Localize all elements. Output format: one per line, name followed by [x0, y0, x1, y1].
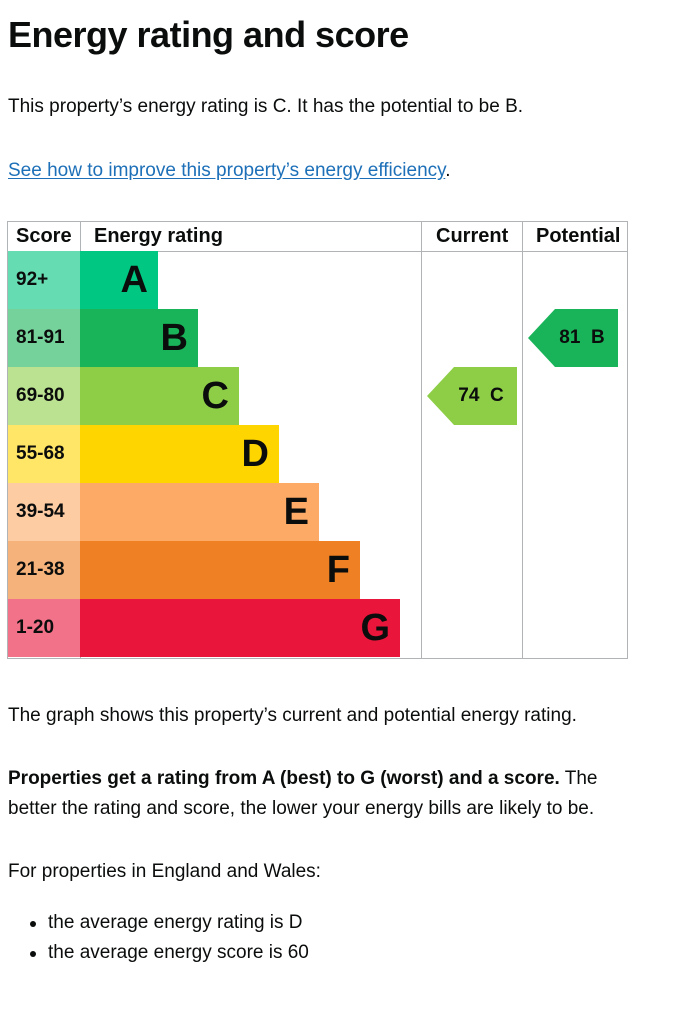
rating-bar-d: D: [80, 425, 279, 483]
score-range-g: 1-20: [8, 599, 80, 657]
average-score: the average energy score is 60: [48, 942, 309, 963]
graph-caption: The graph shows this property’s current …: [8, 705, 577, 726]
header-divider: [8, 251, 627, 252]
column-divider: [522, 222, 523, 658]
score-range-d: 55-68: [8, 425, 80, 483]
improve-efficiency-paragraph: See how to improve this property’s energ…: [8, 156, 648, 186]
potential-rating-arrow: 81 B: [528, 309, 618, 367]
score-range-a: 92+: [8, 251, 80, 309]
energy-rating-graph: Score Energy rating Current Potential 92…: [7, 221, 628, 659]
rating-bar-f: F: [80, 541, 360, 599]
header-energy-rating: Energy rating: [94, 225, 223, 247]
header-potential: Potential: [536, 225, 621, 247]
score-range-c: 69-80: [8, 367, 80, 425]
rating-explanation-bold: Properties get a rating from A (best) to…: [8, 768, 560, 789]
average-rating: the average energy rating is D: [48, 912, 303, 933]
score-range-e: 39-54: [8, 483, 80, 541]
column-divider: [421, 222, 422, 658]
current-rating-arrow: 74 C: [427, 367, 517, 425]
list-item: the average energy score is 60: [8, 938, 309, 968]
averages-list: the average energy rating is D the avera…: [8, 908, 309, 968]
rating-explanation: Properties get a rating from A (best) to…: [8, 764, 648, 824]
rating-bar-a: A: [80, 251, 158, 309]
list-item: the average energy rating is D: [8, 908, 309, 938]
header-current: Current: [436, 225, 509, 247]
header-score: Score: [16, 225, 72, 247]
score-range-f: 21-38: [8, 541, 80, 599]
england-wales-heading: For properties in England and Wales:: [8, 861, 321, 882]
page-title: Energy rating and score: [8, 14, 409, 55]
bullet-icon: [30, 951, 36, 957]
bullet-icon: [30, 921, 36, 927]
energy-rating-summary: This property’s energy rating is C. It h…: [8, 96, 524, 117]
rating-bar-g: G: [80, 599, 400, 657]
rating-bar-b: B: [80, 309, 198, 367]
rating-explanation-rest: The better the rating and score, the low…: [8, 768, 598, 819]
score-range-b: 81-91: [8, 309, 80, 367]
link-suffix: .: [445, 160, 451, 181]
rating-bar-e: E: [80, 483, 319, 541]
improve-efficiency-link[interactable]: See how to improve this property’s energ…: [8, 160, 446, 181]
rating-bar-c: C: [80, 367, 239, 425]
